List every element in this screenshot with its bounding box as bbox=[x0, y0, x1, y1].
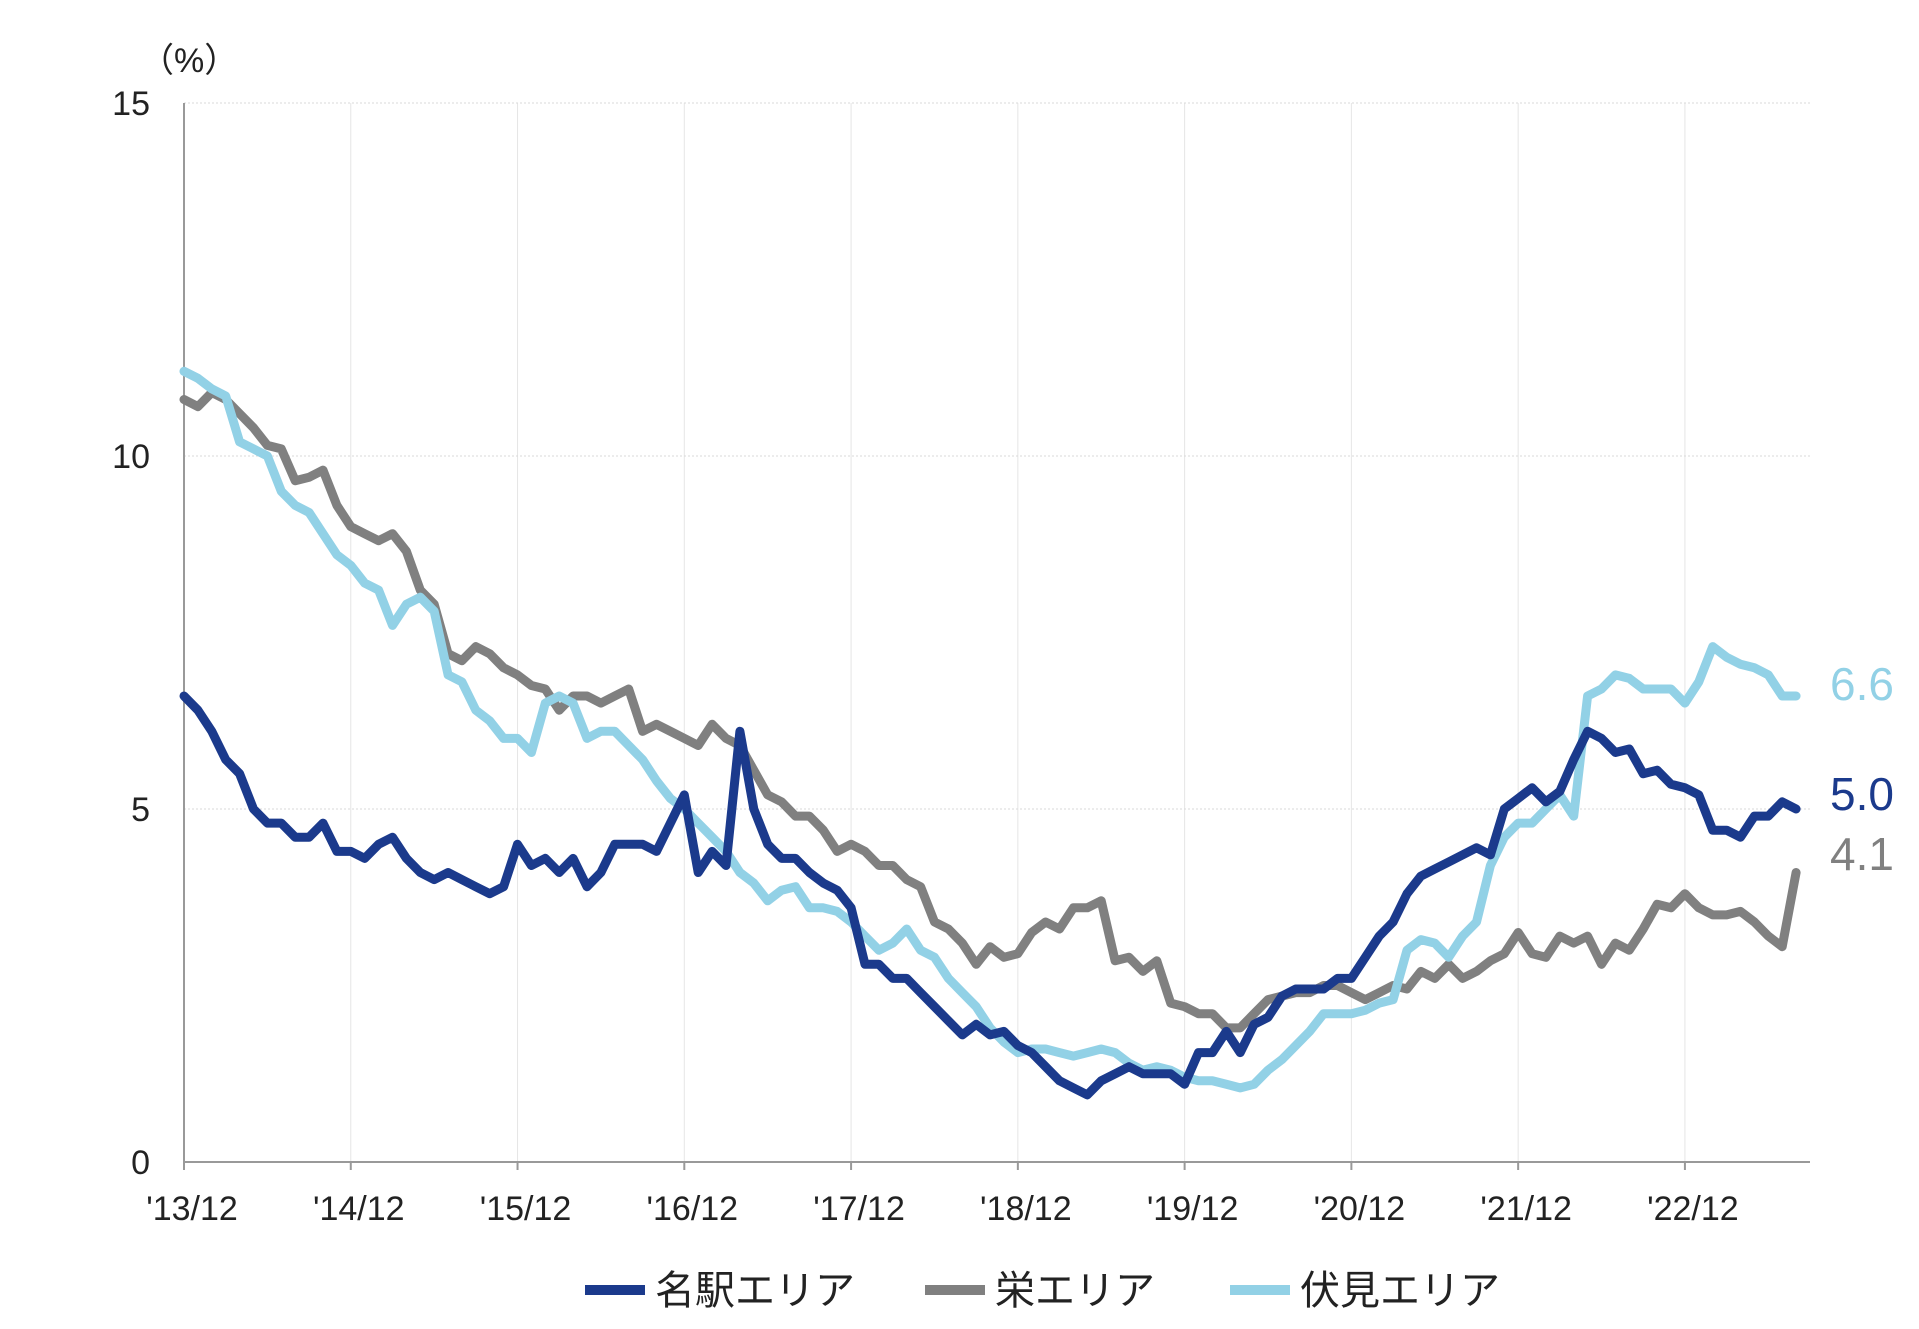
series-line-0 bbox=[179, 691, 1801, 1100]
x-tick-label: '22/12 bbox=[1647, 1190, 1739, 1228]
y-tick-label: 10 bbox=[112, 438, 150, 476]
x-tick-label: '17/12 bbox=[813, 1190, 905, 1228]
series-lines bbox=[179, 366, 1801, 1100]
legend-label-1: 栄エリア bbox=[995, 1269, 1155, 1313]
x-tick-label: '18/12 bbox=[980, 1190, 1072, 1228]
vertical-gridlines bbox=[183, 103, 1686, 1170]
legend: 名駅エリア 栄エリア 伏見エリア bbox=[585, 1269, 1500, 1313]
y-tick-label: 0 bbox=[131, 1144, 150, 1182]
end-label-1: 4.1 bbox=[1830, 828, 1894, 880]
y-unit-label: （%） bbox=[140, 42, 238, 80]
y-tick-label: 15 bbox=[112, 85, 150, 123]
x-tick-label: '13/12 bbox=[146, 1190, 238, 1228]
series-line-2 bbox=[179, 366, 1801, 1093]
legend-label-2: 伏見エリア bbox=[1300, 1269, 1500, 1313]
x-tick-label: '14/12 bbox=[313, 1190, 405, 1228]
x-tick-label: '21/12 bbox=[1480, 1190, 1572, 1228]
x-tick-label: '15/12 bbox=[480, 1190, 572, 1228]
x-tick-label: '20/12 bbox=[1314, 1190, 1406, 1228]
y-tick-label: 5 bbox=[131, 791, 150, 829]
legend-label-0: 名駅エリア bbox=[655, 1269, 855, 1313]
end-value-labels: 5.0 4.1 6.6 bbox=[1830, 658, 1894, 880]
horizontal-gridlines bbox=[184, 102, 1810, 810]
axes bbox=[183, 103, 1810, 1163]
x-tick-labels: '13/12 '14/12 '15/12 '16/12 '17/12 '18/12 '19/… bbox=[146, 1190, 1739, 1228]
end-label-2: 6.6 bbox=[1830, 658, 1894, 710]
x-tick-label: '19/12 bbox=[1147, 1190, 1239, 1228]
end-label-0: 5.0 bbox=[1830, 768, 1894, 820]
x-tick-label: '16/12 bbox=[647, 1190, 739, 1228]
series-line-1 bbox=[179, 388, 1801, 1033]
y-tick-labels: 0 5 10 15 bbox=[112, 85, 150, 1182]
